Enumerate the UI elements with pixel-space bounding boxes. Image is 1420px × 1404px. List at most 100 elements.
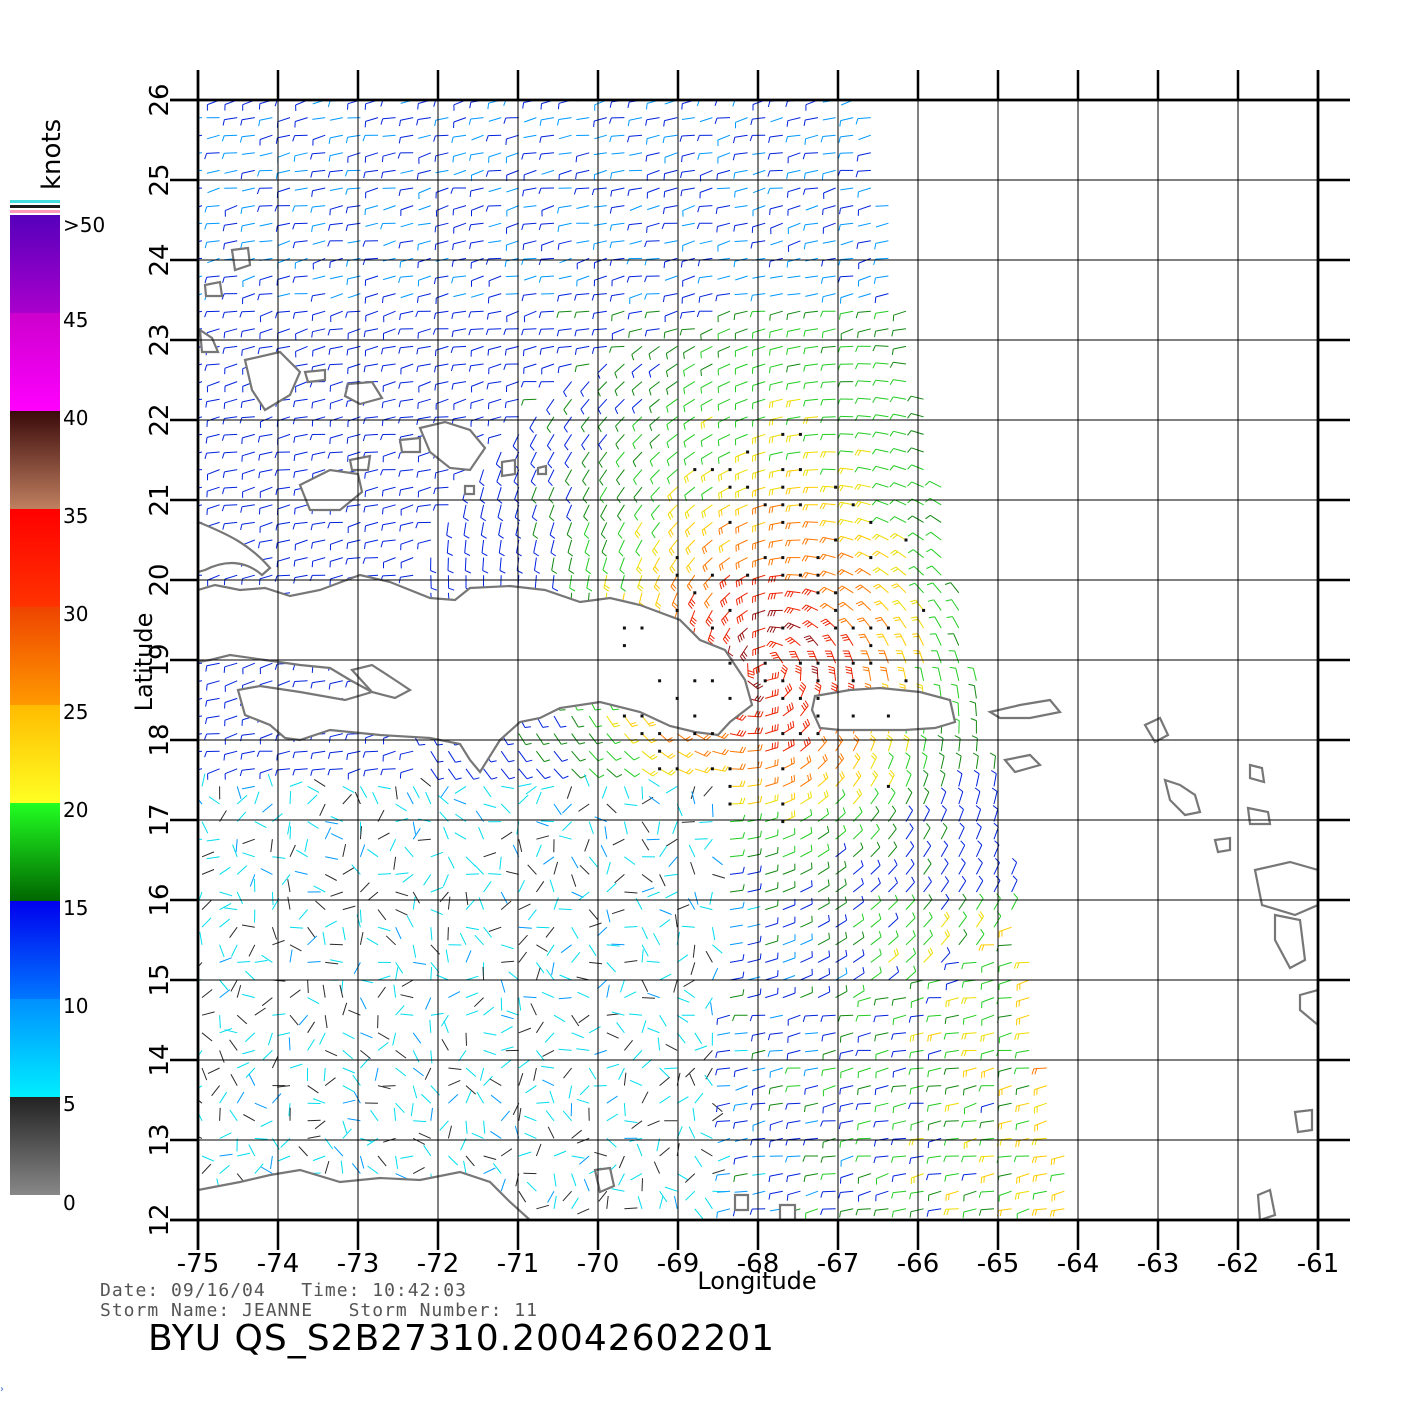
wind-barb — [611, 944, 624, 945]
latitude-tick-label: 13 — [145, 1123, 175, 1156]
wind-barb — [541, 821, 554, 822]
wind-barb — [483, 967, 484, 980]
rain-flag-dot — [729, 803, 732, 806]
rain-flag-dot — [834, 609, 837, 612]
rain-flag-dot — [729, 468, 732, 471]
rain-flag-dot — [869, 644, 872, 647]
rain-flag-dot — [799, 433, 802, 436]
rain-flag-dot — [693, 679, 696, 682]
rain-flag-dot — [729, 785, 732, 788]
wind-barb — [466, 874, 479, 875]
rain-flag-dot — [764, 503, 767, 506]
longitude-tick-label: -65 — [977, 1249, 1019, 1279]
colorbar-unit-label: knots — [37, 119, 67, 190]
rain-flag-dot — [711, 627, 714, 630]
wind-barb — [735, 1050, 748, 1051]
wind-barb — [308, 980, 309, 993]
rain-flag-dot — [852, 679, 855, 682]
rain-flag-dot — [781, 679, 784, 682]
wind-barb — [506, 294, 519, 295]
rain-flag-dot — [905, 679, 908, 682]
rain-flag-dot — [711, 767, 714, 770]
longitude-tick-label: -61 — [1297, 1249, 1339, 1279]
wind-barb — [735, 241, 748, 242]
rain-flag-dot — [781, 556, 784, 559]
wind-barb — [642, 786, 643, 799]
rain-flag-dot — [817, 591, 820, 594]
colorbar-label: 0 — [63, 1191, 76, 1215]
colorbar-segment — [10, 1097, 60, 1195]
wind-barb — [717, 188, 730, 189]
rain-flag-dot — [781, 503, 784, 506]
longitude-tick-label: -70 — [577, 1249, 619, 1279]
longitude-tick-label: -72 — [417, 1249, 459, 1279]
rain-flag-dot — [922, 609, 925, 612]
rain-flag-dot — [711, 574, 714, 577]
rain-flag-dot — [729, 486, 732, 489]
rain-flag-dot — [799, 574, 802, 577]
rain-flag-dot — [658, 750, 661, 753]
rain-flag-dot — [869, 627, 872, 630]
rain-flag-dot — [799, 662, 802, 665]
rain-flag-dot — [869, 662, 872, 665]
rain-flag-dot — [887, 627, 890, 630]
colorbar-label: 5 — [63, 1092, 76, 1116]
rain-flag-dot — [817, 679, 820, 682]
rain-flag-dot — [623, 644, 626, 647]
rain-flag-dot — [781, 697, 784, 700]
wind-barb — [448, 927, 449, 940]
wind-barb — [272, 892, 273, 905]
longitude-tick-label: -73 — [337, 1249, 379, 1279]
rain-flag-dot — [746, 486, 749, 489]
rain-flag-dot — [852, 627, 855, 630]
colorbar-segment — [10, 999, 60, 1097]
colorbar-segment — [10, 411, 60, 509]
colorbar-label: 15 — [63, 896, 88, 920]
rain-flag-dot — [729, 697, 732, 700]
wind-barb — [717, 1086, 730, 1087]
rain-flag-dot — [641, 732, 644, 735]
rain-flag-dot — [781, 433, 784, 436]
rain-flag-dot — [852, 715, 855, 718]
rain-flag-dot — [693, 591, 696, 594]
colorbar-label: 30 — [63, 602, 88, 626]
rain-flag-dot — [852, 662, 855, 665]
rain-flag-dot — [711, 468, 714, 471]
wind-barb — [624, 927, 637, 928]
colorbar-label: 20 — [63, 798, 88, 822]
latitude-tick-label: 18 — [145, 723, 175, 756]
y-axis-label: Latitude — [130, 613, 158, 712]
colorbar-label: 25 — [63, 700, 88, 724]
rain-flag-dot — [693, 468, 696, 471]
rain-flag-dot — [905, 539, 908, 542]
wind-barb — [330, 944, 343, 945]
wind-barb — [712, 804, 713, 817]
wind-barb — [875, 206, 888, 207]
longitude-tick-label: -63 — [1137, 1249, 1179, 1279]
wind-barb — [290, 826, 291, 839]
rain-flag-dot — [817, 556, 820, 559]
rain-flag-dot — [764, 556, 767, 559]
latitude-tick-label: 14 — [145, 1043, 175, 1076]
wind-barb — [290, 791, 291, 804]
colorbar-label: 45 — [63, 308, 88, 332]
rain-flag-dot — [623, 627, 626, 630]
rain-flag-dot — [641, 627, 644, 630]
latitude-tick-label: 23 — [145, 323, 175, 356]
rain-flag-dot — [887, 715, 890, 718]
longitude-tick-label: -69 — [657, 1249, 699, 1279]
rain-flag-dot — [869, 521, 872, 524]
rain-flag-dot — [834, 539, 837, 542]
wind-barb — [308, 1120, 321, 1121]
wind-barb — [466, 1033, 467, 1046]
rain-flag-dot — [887, 785, 890, 788]
rain-flag-dot — [729, 521, 732, 524]
colorbar-label: 40 — [63, 406, 88, 430]
rain-flag-dot — [781, 521, 784, 524]
longitude-tick-label: -75 — [177, 1249, 219, 1279]
wind-barb — [289, 1037, 290, 1050]
wind-barb — [695, 839, 708, 840]
longitude-tick-label: -74 — [257, 1249, 299, 1279]
